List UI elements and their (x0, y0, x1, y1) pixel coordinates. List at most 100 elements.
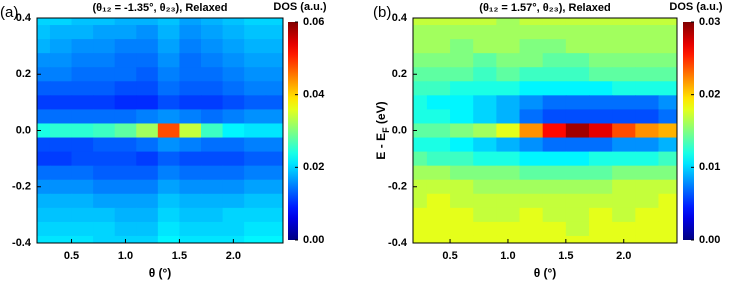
heat-cell (612, 81, 636, 96)
heat-cell (179, 123, 202, 139)
heat-cell (157, 193, 181, 209)
heat-cell (37, 151, 51, 167)
heat-cell (426, 151, 451, 167)
heat-cell (473, 18, 497, 26)
colorbar (683, 22, 694, 240)
heat-cell (426, 137, 451, 153)
x-tick-label: 2.0 (616, 250, 631, 262)
heat-cell (244, 165, 267, 181)
heat-cell (612, 221, 636, 237)
heat-cell (612, 39, 636, 54)
heat-cell (157, 123, 181, 139)
heat-cell (473, 207, 497, 223)
y-tick-label: 0.4 (392, 12, 408, 24)
heat-cell (49, 109, 73, 125)
heat-cell (565, 95, 590, 111)
heat-cell (222, 221, 245, 237)
heat-cell (71, 193, 94, 209)
heat-cell (49, 18, 73, 26)
heat-cell (157, 53, 181, 68)
heat-cell (542, 165, 567, 181)
heat-cell (589, 165, 613, 181)
heat-cell (413, 53, 428, 68)
heat-cell (179, 81, 202, 96)
heat-cell (589, 179, 613, 195)
heat-cell (222, 18, 245, 26)
heat-cell (426, 235, 451, 243)
heat-cell (450, 193, 474, 209)
heat-cell (519, 25, 544, 40)
heat-cell (519, 39, 544, 54)
heat-cell (589, 53, 613, 68)
heat-cell (114, 151, 137, 167)
heat-cell (635, 53, 660, 68)
heat-cell (49, 207, 73, 223)
heat-cell (265, 165, 283, 181)
heat-cell (519, 179, 544, 195)
heat-cell (49, 151, 73, 167)
heat-cell (589, 193, 613, 209)
heat-cell (519, 221, 544, 237)
colorbar-tick-label: 0.06 (303, 16, 324, 28)
heat-cell (473, 193, 497, 209)
heat-cell (413, 95, 428, 111)
heat-cell (612, 95, 636, 111)
heat-cell (114, 18, 137, 26)
heat-cell (222, 137, 245, 153)
x-tick-label: 0.5 (442, 250, 457, 262)
heat-cell (542, 179, 567, 195)
heat-cell (635, 221, 660, 237)
heat-cell (496, 221, 521, 237)
heat-cell (542, 207, 567, 223)
y-tick-label: -0.2 (388, 181, 407, 193)
heat-cell (71, 81, 94, 96)
heat-cell (37, 179, 51, 195)
heat-cell (157, 221, 181, 237)
heat-cell (179, 95, 202, 111)
heat-cell (136, 207, 159, 223)
heat-cell (519, 95, 544, 111)
heat-cell (542, 109, 567, 125)
heat-cell (265, 95, 283, 111)
heat-cell (413, 109, 428, 125)
heat-cell (450, 39, 474, 54)
heat-cell (201, 193, 224, 209)
heat-cell (589, 39, 613, 54)
heat-cell (265, 221, 283, 237)
heat-cell (201, 18, 224, 26)
heat-cell (658, 221, 677, 237)
heat-cell (589, 109, 613, 125)
heat-cell (589, 25, 613, 40)
heat-cell (519, 137, 544, 153)
heat-cell (201, 137, 224, 153)
heat-cell (473, 123, 497, 139)
heat-cell (265, 81, 283, 96)
heat-cell (658, 193, 677, 209)
heat-cell (93, 151, 116, 167)
heat-cell (589, 221, 613, 237)
heat-cell (413, 67, 428, 82)
heat-cell (635, 179, 660, 195)
heat-cell (612, 207, 636, 223)
heat-cell (589, 123, 613, 139)
heat-cell (450, 95, 474, 111)
heat-cell (658, 123, 677, 139)
heat-cell (519, 123, 544, 139)
heat-cell (413, 25, 428, 40)
heat-cell (37, 137, 51, 153)
heat-cell (49, 39, 73, 54)
heat-cell (496, 151, 521, 167)
heat-cell (635, 235, 660, 243)
heat-cell (157, 137, 181, 153)
heat-cell (565, 179, 590, 195)
heat-cell (473, 67, 497, 82)
heat-cell (635, 25, 660, 40)
heat-cell (635, 67, 660, 82)
heat-cell (635, 39, 660, 54)
heat-cell (496, 67, 521, 82)
heat-cell (37, 53, 51, 68)
heat-cell (222, 39, 245, 54)
heat-cell (71, 25, 94, 40)
heat-cell (201, 221, 224, 237)
y-axis-label-part: E - E (374, 133, 388, 160)
